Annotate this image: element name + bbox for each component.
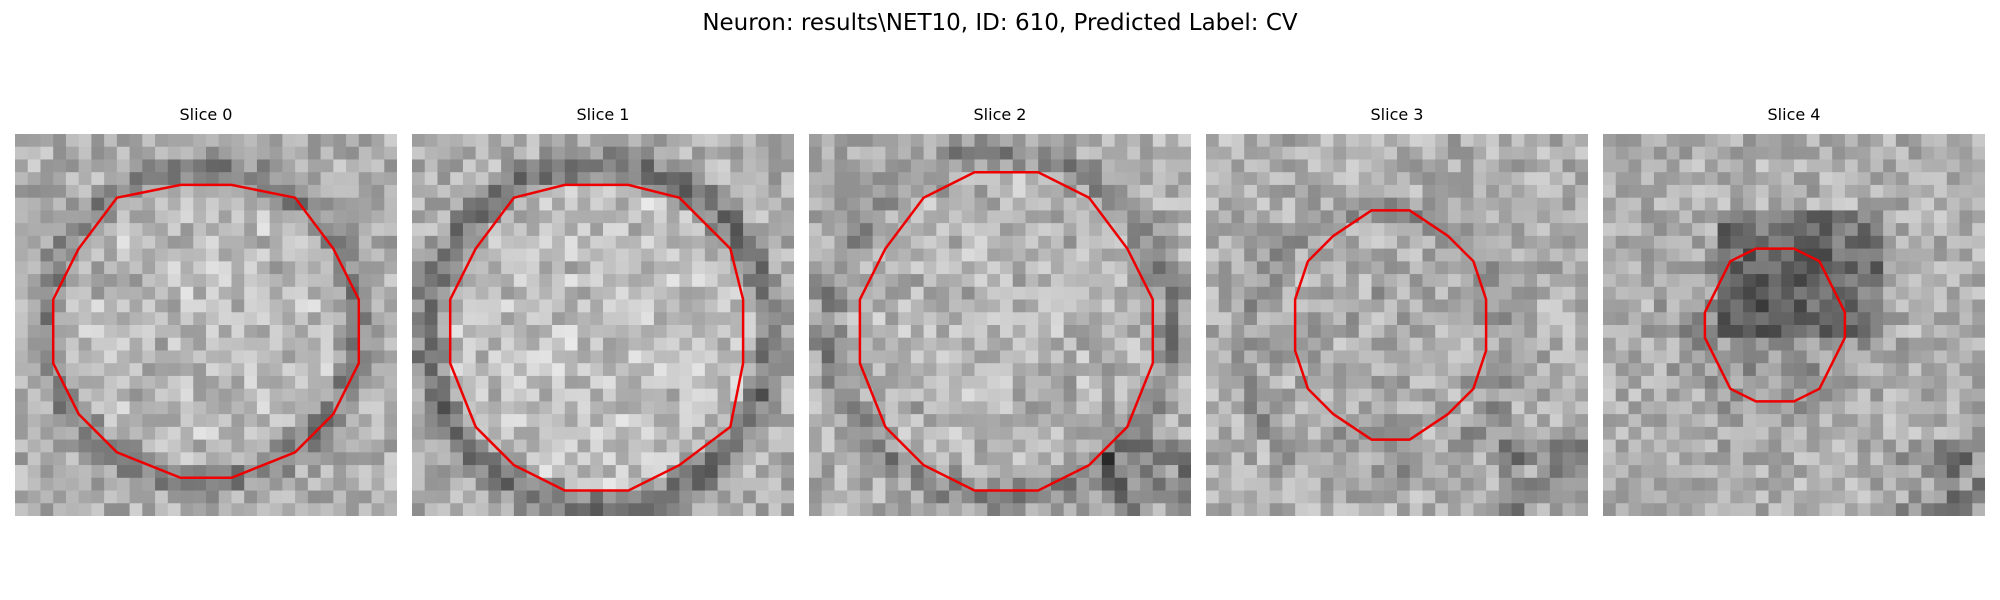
slice-panel-0: Slice 0 [15,104,397,524]
slice-panel-4: Slice 4 [1603,104,1985,524]
slice-title: Slice 3 [1370,105,1424,124]
segmentation-contour [448,183,745,492]
slice-image-4 [1603,134,1985,516]
slice-image-1 [412,134,794,516]
slice-image-0 [15,134,397,516]
slice-title: Slice 1 [576,105,630,124]
segmentation-contour [51,183,361,480]
slice-panel-2: Slice 2 [809,104,1191,524]
segmentation-contour [858,170,1155,492]
slice-panel-1: Slice 1 [412,104,794,524]
figure-title: Neuron: results\NET10, ID: 610, Predicte… [702,10,1298,36]
slice-image-3 [1206,134,1588,516]
slice-title: Slice 0 [179,105,233,124]
slice-image-2 [809,134,1191,516]
segmentation-contour [1703,247,1847,403]
slice-title: Slice 4 [1767,105,1821,124]
slice-panel-3: Slice 3 [1206,104,1588,524]
segmentation-contour [1293,209,1488,441]
slice-title: Slice 2 [973,105,1027,124]
